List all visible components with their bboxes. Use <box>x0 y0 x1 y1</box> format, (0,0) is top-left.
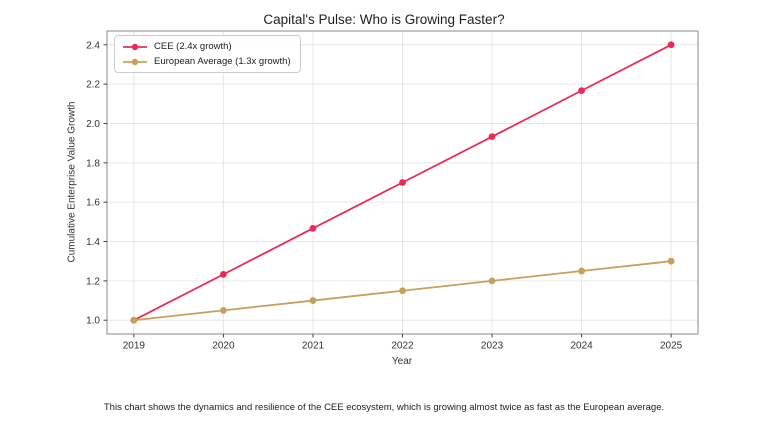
y-axis-label: Cumulative Enterprise Value Growth <box>66 101 78 263</box>
y-tick-label: 1.6 <box>86 198 100 209</box>
x-tick-label: 2024 <box>570 341 593 352</box>
y-tick-label: 1.8 <box>86 158 100 169</box>
data-point-marker <box>220 270 227 278</box>
data-point-marker <box>667 41 675 49</box>
y-tick-label: 1.4 <box>86 237 100 248</box>
caption: This chart shows the dynamics and resili… <box>103 402 665 413</box>
y-tick-label: 1.2 <box>86 276 100 287</box>
y-tick-label: 2.4 <box>86 40 100 51</box>
legend-label: European Average (1.3x growth) <box>154 56 291 67</box>
legend-label: CEE (2.4x growth) <box>154 41 232 52</box>
y-tick-label: 2.0 <box>86 119 100 130</box>
y-tick-label: 1.0 <box>86 316 100 327</box>
legend-line-swatch <box>123 43 147 50</box>
x-tick-label: 2020 <box>212 341 235 352</box>
legend-item: European Average (1.3x growth) <box>122 55 291 68</box>
x-tick-label: 2023 <box>481 341 504 352</box>
data-point-marker <box>488 277 496 285</box>
data-point-marker <box>578 267 585 275</box>
x-tick-label: 2019 <box>123 341 146 352</box>
legend: CEE (2.4x growth) European Average (1.3x … <box>114 35 301 73</box>
data-point-marker <box>309 224 317 232</box>
x-tick-label: 2022 <box>391 341 414 352</box>
data-point-marker <box>130 316 138 324</box>
data-point-marker <box>578 87 585 95</box>
data-point-marker <box>399 179 406 186</box>
y-tick-label: 2.2 <box>86 80 100 91</box>
chart-title: Capital's Pulse: Who is Growing Faster? <box>263 12 505 27</box>
data-point-marker <box>667 257 675 265</box>
data-point-marker <box>399 287 406 295</box>
x-axis-label: Year <box>391 356 413 367</box>
data-point-marker <box>309 297 317 304</box>
legend-item: CEE (2.4x growth) <box>122 40 291 53</box>
x-tick-label: 2021 <box>302 341 325 352</box>
data-point-marker <box>220 306 227 314</box>
x-tick-label: 2025 <box>660 341 683 352</box>
legend-line-swatch <box>123 58 147 65</box>
data-point-marker <box>488 133 496 141</box>
